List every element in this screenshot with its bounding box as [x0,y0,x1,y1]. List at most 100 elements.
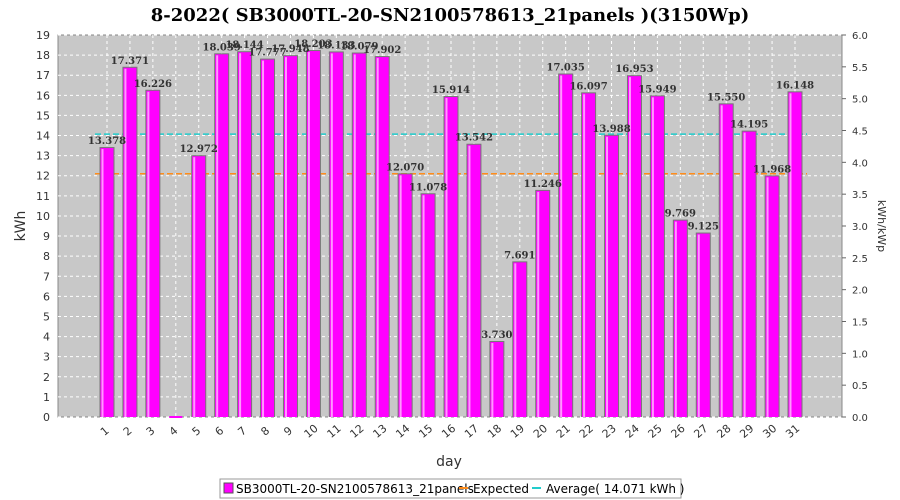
y2-tick-label: 1.5 [852,318,868,329]
bar-highlight [537,191,540,417]
y-tick-label: 5 [43,310,50,323]
x-tick-label: 18 [485,422,504,441]
x-axis-label: day [436,454,462,470]
y-axis-label: kWh [13,211,29,242]
data-label: 17.948 [271,44,309,55]
bar [123,67,137,418]
data-label: 18.079 [340,42,378,53]
x-tick-label: 19 [508,422,527,441]
legend-average-label: Average( 14.071 kWh ) [546,482,685,496]
bar-highlight [101,149,104,417]
bar-highlight [491,343,494,417]
y2-tick-label: 5.5 [852,63,868,74]
x-tick-label: 22 [577,422,596,441]
bar [490,342,504,417]
y-tick-label: 8 [43,250,50,263]
bar [582,93,596,418]
bar-highlight [216,55,219,417]
y-tick-label: 16 [36,89,50,102]
data-label: 17.902 [363,45,401,56]
bar [238,52,252,417]
x-tick-label: 17 [462,422,481,441]
bar [627,76,641,418]
bar [444,97,458,417]
bar [329,52,343,417]
data-label: 13.988 [592,124,630,135]
legend-box [219,478,682,499]
bar [306,51,320,417]
x-tick-label: 13 [370,422,389,441]
y2-axis-label: kWh/kWp [875,200,888,252]
y-tick-label: 1 [43,391,50,404]
bar-highlight [376,58,379,417]
y2-tick-label: 1.0 [852,349,868,360]
y-tick-label: 17 [36,69,50,82]
y2-tick-label: 3.0 [852,222,868,233]
x-tick-label: 6 [213,424,227,438]
bar-highlight [353,54,356,418]
y2-tick-label: 4.5 [852,127,868,138]
bar [192,156,206,417]
data-label: 16.097 [569,81,607,92]
bar-highlight [399,175,402,417]
y-tick-label: 7 [43,270,50,283]
x-tick-label: 20 [531,422,550,441]
y-tick-label: 12 [36,170,50,183]
x-tick-label: 2 [121,424,135,438]
x-tick-label: 27 [691,422,710,441]
data-label: 16.148 [776,80,814,91]
bar [719,104,733,417]
y-tick-label: 9 [43,230,50,243]
bar-highlight [651,97,654,417]
x-tick-label: 14 [393,422,412,441]
chart-title: 8-2022( SB3000TL-20-SN2100578613_21panel… [151,5,749,26]
legend-swatch-series [223,482,234,494]
bar-highlight [789,93,792,417]
data-label: 11.078 [409,182,447,193]
data-label: 17.777 [248,48,286,59]
data-label: 18.144 [225,40,263,51]
bar [650,96,664,417]
y2-tick-label: 4.0 [852,158,868,169]
bars-group [99,50,803,418]
x-tick-label: 1 [98,424,112,438]
x-tick-label: 25 [646,422,665,441]
x-tick-label: 28 [714,422,733,441]
bar-highlight [262,60,265,417]
bar-highlight [766,177,769,417]
bar [513,262,527,417]
y-tick-label: 6 [43,290,50,303]
bar [283,56,297,418]
data-label: 12.972 [180,144,218,155]
x-tick-label: 4 [167,424,181,438]
bar-highlight [606,136,609,417]
data-label: 12.070 [386,162,424,173]
bar [559,74,573,418]
data-label: 3.730 [481,330,512,341]
bar-highlight [330,53,333,417]
y-tick-label: 0 [43,411,50,424]
data-label: 15.550 [707,92,745,103]
data-label: 16.953 [615,64,653,75]
x-tick-label: 29 [737,422,756,441]
data-label: 9.769 [665,209,696,220]
x-tick-label: 7 [235,424,249,438]
data-label: 13.378 [88,136,126,147]
bar [421,194,435,417]
bar [788,92,802,417]
bar-highlight [445,98,448,417]
bar-highlight [514,263,517,417]
bar [605,135,619,417]
data-label: 17.035 [547,63,585,74]
data-labels-group: 13.378 17.371 16.226 12.972 18.03918.14417.7… [88,39,814,341]
data-label: 16.226 [134,79,172,90]
bar-highlight [743,132,746,418]
bar-highlight [560,75,563,418]
x-tick-label: 12 [347,422,366,441]
x-tick-label: 24 [623,422,642,441]
data-label: 18.039 [203,42,241,53]
x-tick-label: 11 [325,422,344,441]
bar-highlight [583,94,586,418]
legend-expected-label: Expected [473,482,529,496]
bar [352,53,366,418]
